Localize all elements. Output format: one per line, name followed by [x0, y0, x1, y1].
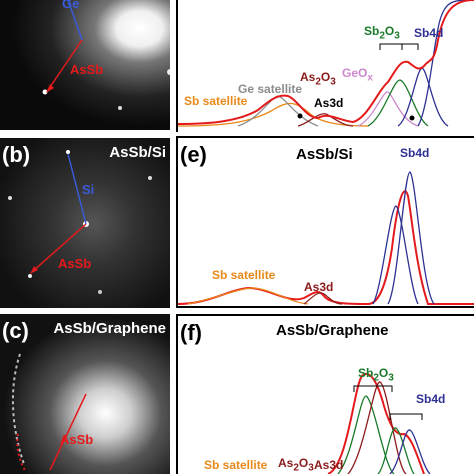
- as3d-fit: [297, 113, 354, 127]
- sb4d-label-e: Sb4d: [400, 146, 430, 160]
- xps-spectrum-e: (e) AsSb/Si Sb4d Sb satellite As3d: [176, 136, 474, 308]
- geox-label: GeOx: [342, 66, 373, 84]
- marker-dot: [297, 113, 303, 119]
- sb-satellite-fit: [178, 102, 369, 127]
- assb-arrow: [49, 393, 87, 471]
- diffraction-ring: [11, 353, 25, 465]
- panel-label-f: (f): [180, 320, 202, 345]
- sb2o3-fit: [367, 79, 429, 127]
- sb4d-fit: [372, 205, 419, 305]
- sb2o3-label-f: Sb2O3: [358, 366, 394, 384]
- sample-label-b: AsSb/Si: [109, 144, 166, 161]
- diffraction-spot: [167, 69, 170, 75]
- sb-satellite-label: Sb satellite: [184, 94, 248, 108]
- spectrum-plot-d: [178, 0, 474, 127]
- sb4d-label: Sb4d: [414, 26, 444, 40]
- as-fit: [347, 381, 407, 474]
- assb-label: AsSb: [70, 62, 104, 77]
- si-arrow: [67, 153, 87, 225]
- assb-label-c: AsSb: [60, 432, 94, 447]
- sb4d-fit-2: [417, 0, 474, 127]
- xps-spectrum-d: Sb satellite Ge satellite As2O3 As3d Sb2…: [176, 0, 474, 132]
- ge-arrow: [67, 0, 83, 41]
- sb2o3-bracket: [353, 385, 393, 392]
- sb4d-fit: [389, 429, 431, 474]
- diffraction-spot: [148, 176, 152, 180]
- as3d-fit: [303, 292, 343, 305]
- marker-dot: [409, 115, 415, 121]
- ge-label: Ge: [62, 0, 80, 11]
- si-label: Si: [82, 182, 95, 197]
- arrow-head: [30, 266, 38, 274]
- diffraction-spot: [118, 106, 122, 110]
- diffraction-spot: [28, 274, 32, 278]
- sb4d-fit-2: [387, 171, 435, 305]
- diffraction-spot: [42, 89, 48, 95]
- spectrum-title-f: AsSb/Graphene: [276, 322, 389, 339]
- spectrum-plot-f: [327, 372, 431, 474]
- sb-satellite-fit: [187, 287, 309, 305]
- sb-satellite-label-e: Sb satellite: [212, 268, 276, 282]
- diffraction-spot: [66, 150, 70, 154]
- rheed-pattern-a: [0, 0, 170, 130]
- sb4d-bracket: [389, 413, 423, 420]
- arrow-head: [46, 84, 54, 93]
- spectrum-title-e: AsSb/Si: [296, 146, 353, 163]
- sb2o3-label: Sb2O3: [364, 24, 400, 42]
- ge-satellite-label: Ge satellite: [238, 82, 303, 96]
- sb4d-label-f: Sb4d: [416, 392, 446, 406]
- as2o3-label-f: As2O3: [278, 456, 314, 474]
- assb-arrow: [47, 39, 83, 91]
- rheed-image-b: (b) AsSb/Si Si AsSb: [0, 138, 170, 308]
- rheed-pattern-b: [0, 138, 170, 308]
- panel-label-c: (c): [2, 318, 29, 343]
- diffraction-spot: [98, 290, 102, 294]
- rheed-pattern-c: [0, 314, 170, 474]
- sb2o3-bracket: [379, 43, 419, 50]
- as3d-label: As3d: [314, 96, 344, 110]
- assb-label-b: AsSb: [58, 256, 92, 271]
- as2o3-label: As2O3: [300, 70, 336, 88]
- panel-label-b: (b): [2, 142, 31, 167]
- sb2o3-fit-2: [377, 427, 415, 474]
- rheed-image-c: (c) AsSb/Graphene AsSb: [0, 314, 170, 474]
- sb2o3-fit: [337, 395, 395, 474]
- measured-spectrum: [327, 372, 425, 474]
- rheed-image-a: Ge AsSb: [0, 0, 170, 130]
- xps-spectrum-f: (f) AsSb/Graphene Sb2O3 Sb4d Sb satellit…: [176, 314, 474, 474]
- diffraction-spot: [8, 196, 12, 200]
- sample-label-c: AsSb/Graphene: [53, 320, 166, 337]
- panel-label-e: (e): [180, 142, 207, 167]
- measured-spectrum: [178, 0, 474, 125]
- as3d-label-f: As3d: [314, 458, 344, 472]
- spectrum-plot-e: [178, 171, 474, 306]
- sb-satellite-label-f: Sb satellite: [204, 458, 268, 472]
- assb-arrow: [31, 223, 87, 273]
- assb-ring: [16, 433, 27, 473]
- as3d-label-e: As3d: [304, 280, 334, 294]
